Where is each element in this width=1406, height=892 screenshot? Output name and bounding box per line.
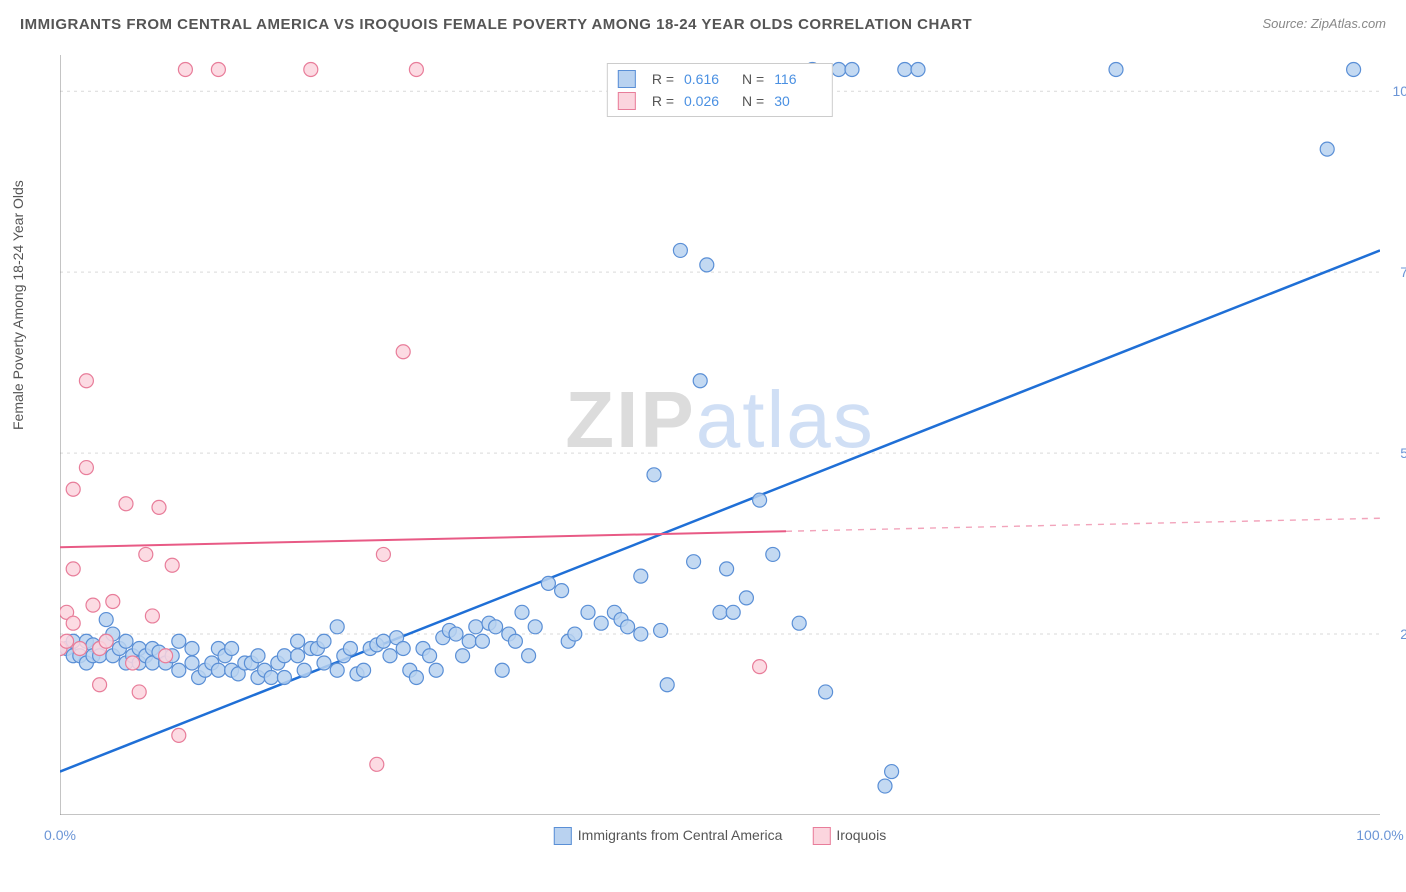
legend-item: Immigrants from Central America: [554, 827, 783, 845]
source-label: Source: ZipAtlas.com: [1262, 16, 1386, 31]
x-tick-label: 0.0%: [44, 827, 76, 843]
y-tick-label: 50.0%: [1400, 445, 1406, 461]
legend-item: Iroquois: [812, 827, 886, 845]
chart-area: ZIPatlas R =0.616N =116R =0.026N =30 25.…: [60, 55, 1380, 815]
x-tick-label: 100.0%: [1356, 827, 1403, 843]
y-tick-label: 25.0%: [1400, 626, 1406, 642]
y-tick-label: 75.0%: [1400, 264, 1406, 280]
series-legend: Immigrants from Central America Iroquois: [554, 827, 886, 845]
scatter-plot: [60, 55, 1380, 815]
legend-row: R =0.026N =30: [618, 90, 822, 112]
legend-row: R =0.616N =116: [618, 68, 822, 90]
chart-title: IMMIGRANTS FROM CENTRAL AMERICA VS IROQU…: [20, 16, 972, 33]
correlation-legend: R =0.616N =116R =0.026N =30: [607, 63, 833, 117]
y-axis-label: Female Poverty Among 18-24 Year Olds: [10, 180, 26, 430]
y-tick-label: 100.0%: [1393, 83, 1406, 99]
